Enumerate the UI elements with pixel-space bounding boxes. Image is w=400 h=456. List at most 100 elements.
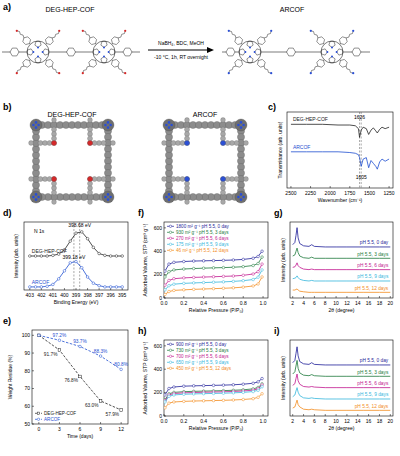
legend-label: 46 m² g⁻¹ pH 5.5, 12 days [176, 248, 229, 253]
marker [232, 266, 235, 269]
marker [28, 255, 31, 258]
marker [212, 384, 215, 387]
side-chain [17, 66, 24, 73]
marker [173, 386, 176, 389]
series-line [39, 335, 121, 369]
nitrogen [37, 46, 39, 48]
legend-line [167, 226, 174, 227]
plot-frame [164, 340, 268, 416]
x-tick-label: 12 [118, 426, 124, 432]
chain-end [124, 72, 126, 74]
marker [164, 407, 166, 410]
marker [242, 279, 245, 282]
marker [168, 402, 171, 405]
y-tick-label: 100 [22, 332, 31, 338]
marker [242, 286, 245, 289]
chain-atom [101, 141, 106, 146]
series-line [165, 264, 262, 285]
chain-atom [88, 141, 93, 146]
chain-atom [162, 141, 167, 146]
chain-atom [52, 127, 57, 132]
side-chain [118, 66, 125, 73]
x-tick [290, 186, 291, 188]
marker [173, 283, 176, 286]
marker [104, 286, 107, 289]
side-chain [346, 66, 353, 73]
x-tick-label: 2 [291, 418, 294, 424]
chain-atom [225, 141, 230, 146]
x-tick-label: 14 [355, 300, 361, 306]
marker [261, 377, 264, 380]
marker [173, 261, 176, 264]
porphyrin-ring [239, 41, 261, 63]
data-label: 97.2% [53, 333, 67, 338]
legend-line [167, 232, 174, 233]
marker [69, 240, 72, 243]
marker [232, 275, 235, 278]
legend-label: 1800 m² g⁻¹ pH 5.5, 0 day [176, 224, 230, 229]
marker [222, 275, 225, 278]
x-tick-label: 6 [313, 418, 316, 424]
chain-atom [88, 181, 93, 186]
marker [164, 289, 166, 292]
nitrogen [168, 121, 171, 124]
bond [95, 43, 97, 45]
chain-end [16, 72, 18, 74]
chain-atom [221, 177, 226, 182]
marker [232, 280, 235, 283]
nitrogen [326, 51, 328, 53]
legend-label: 450 m² g⁻¹ pH 5.5, 12 days [176, 366, 232, 371]
marker [202, 260, 205, 263]
marker [183, 282, 186, 285]
series-line [291, 124, 389, 137]
series-line [293, 263, 391, 270]
chain-atom [52, 136, 57, 141]
series-line [165, 394, 262, 408]
x-tick-label: 2250 [305, 190, 316, 196]
phenyl [111, 59, 119, 67]
chain-atom [225, 177, 230, 182]
chain-atom [88, 177, 93, 182]
marker [164, 394, 166, 397]
y-tick-label: 90 [24, 350, 30, 356]
side-chain [83, 66, 90, 73]
plot-area [293, 228, 391, 293]
x-tick-label: 1.0 [260, 418, 267, 424]
legend-marker [37, 412, 39, 414]
marker [168, 263, 171, 266]
scheme: a)DEG-HEP-COFARCOFNaBH₄, BDC, MeOH-10 °C… [2, 2, 370, 74]
y-tick [164, 227, 166, 228]
pyrrole [337, 49, 343, 55]
annotation: 398.68 eV [68, 222, 91, 228]
nitrogen [32, 124, 35, 127]
series-line [165, 387, 262, 402]
series-label: ARCOF [293, 144, 311, 150]
nitrogen [103, 56, 105, 58]
x-tick-label: 402 [37, 292, 46, 298]
phenyl [23, 37, 31, 45]
plot-area [28, 222, 123, 290]
chain-atom [185, 127, 190, 132]
marker [28, 286, 31, 289]
side-chain [264, 31, 271, 38]
phenyl [89, 59, 97, 67]
nitrogen [108, 51, 110, 53]
bond [29, 43, 31, 45]
plot-frame [287, 112, 393, 188]
y-axis-label: Intensity (arb. units) [280, 238, 286, 282]
x-tick [346, 414, 347, 416]
chain-atom [29, 141, 34, 146]
marker [222, 281, 225, 284]
chain-atom [97, 141, 102, 146]
chain-atom [185, 132, 190, 137]
marker [192, 282, 195, 285]
bond [257, 59, 259, 61]
series-line [165, 385, 262, 401]
nitrogen [170, 124, 173, 127]
marker [40, 255, 43, 258]
marker [183, 260, 186, 263]
pyrrole [239, 49, 245, 55]
series-line [293, 388, 391, 399]
marker [79, 375, 82, 378]
series-label: pH 5.5, 6 days [357, 263, 389, 268]
